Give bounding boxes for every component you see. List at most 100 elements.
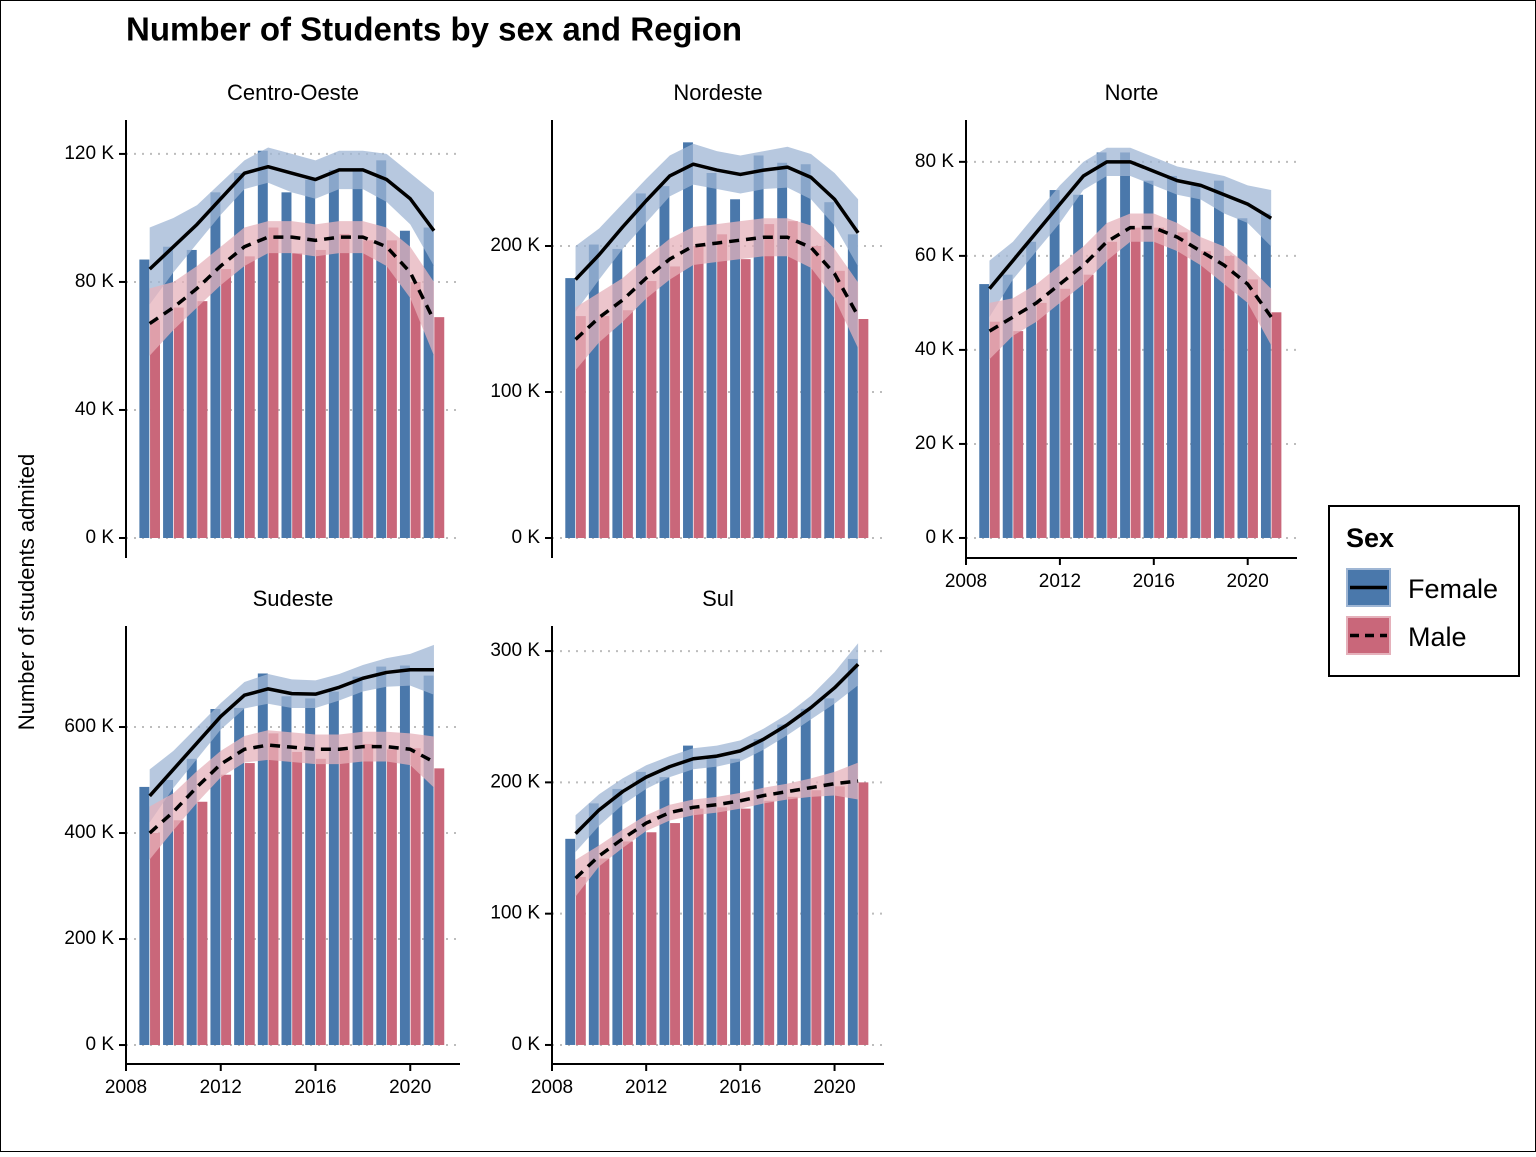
bar — [777, 162, 788, 538]
bar — [824, 202, 835, 538]
bar — [764, 224, 775, 538]
panel: Norte 0 K 20 K 40 K 60 K 80 K 2008 2012 2016 2020 — [915, 80, 1297, 592]
bar — [575, 876, 586, 1045]
panel: Nordeste 0 K 100 K 200 K — [490, 80, 884, 558]
bar — [186, 249, 197, 538]
y-tick-label: 0 K — [511, 527, 540, 548]
smooth-line — [574, 162, 860, 281]
bar — [315, 249, 326, 538]
bar — [376, 666, 387, 1046]
bar — [635, 771, 646, 1045]
confidence-ribbon — [575, 762, 859, 897]
bar — [173, 820, 184, 1046]
bar — [599, 316, 610, 538]
bar — [706, 757, 717, 1045]
bar — [847, 234, 858, 538]
bar — [599, 858, 610, 1045]
bar — [646, 832, 657, 1045]
bar — [173, 307, 184, 538]
bar — [221, 774, 232, 1046]
y-tick-label: 0 K — [511, 1034, 540, 1055]
x-tick-label: 2016 — [719, 1077, 761, 1098]
bar — [305, 698, 316, 1046]
bar — [588, 803, 599, 1045]
facet-title: Sul — [702, 586, 734, 611]
bar — [210, 708, 221, 1046]
confidence-ribbon — [989, 147, 1272, 317]
bar — [612, 788, 623, 1045]
bar — [292, 253, 303, 538]
bar — [575, 316, 586, 538]
smooth-line — [574, 235, 860, 341]
bar — [257, 150, 268, 538]
bar — [1248, 279, 1258, 538]
y-tick-label: 400 K — [64, 822, 114, 843]
bar — [787, 221, 798, 538]
bar — [1096, 152, 1107, 538]
confidence-ribbon — [149, 644, 434, 823]
confidence-ribbon — [575, 143, 859, 312]
bar — [1237, 218, 1248, 538]
y-tick-label: 100 K — [490, 903, 540, 924]
bar — [800, 708, 811, 1045]
bar — [1190, 185, 1201, 538]
bar — [565, 838, 576, 1045]
bar — [234, 707, 245, 1046]
bar — [434, 317, 445, 538]
facet-title: Sudeste — [253, 586, 334, 611]
bar — [753, 155, 764, 538]
x-tick-label: 2020 — [1227, 571, 1269, 592]
x-tick-label: 2020 — [813, 1077, 855, 1098]
bar — [847, 658, 858, 1045]
bar — [612, 248, 623, 538]
y-tick-label: 80 K — [915, 151, 954, 172]
confidence-ribbon — [149, 147, 434, 305]
legend: Sex Female Male — [1328, 505, 1520, 677]
x-tick-label: 2008 — [105, 1077, 147, 1098]
bar — [386, 749, 397, 1046]
bar — [1167, 175, 1177, 538]
bar — [339, 233, 350, 538]
bar — [588, 244, 599, 538]
bar — [1154, 227, 1165, 538]
bar — [244, 763, 255, 1046]
y-tick-label: 0 K — [925, 527, 954, 548]
y-tick-label: 0 K — [85, 1034, 114, 1055]
bar — [1120, 152, 1130, 538]
bar — [622, 841, 633, 1045]
panel: Centro-Oeste 0 K 40 K 80 K 120 K — [64, 80, 460, 558]
bar — [315, 758, 326, 1046]
bar — [221, 269, 232, 538]
confidence-ribbon — [575, 218, 859, 371]
bar — [399, 230, 410, 538]
y-tick-label: 60 K — [915, 245, 954, 266]
bar — [197, 801, 208, 1046]
bar — [305, 179, 316, 538]
confidence-ribbon — [149, 221, 434, 356]
y-tick-label: 120 K — [64, 143, 114, 164]
bar — [787, 796, 798, 1045]
chart-title: Number of Students by sex and Region — [126, 11, 742, 48]
legend-label: Female — [1408, 574, 1498, 604]
bar — [339, 750, 350, 1046]
bar — [740, 808, 751, 1045]
bar — [1130, 227, 1141, 538]
bar — [423, 675, 434, 1046]
smooth-line — [148, 743, 435, 835]
bar — [764, 800, 775, 1045]
bar — [670, 266, 680, 538]
bar — [268, 733, 279, 1046]
bar — [410, 281, 421, 538]
x-tick-label: 2012 — [200, 1077, 242, 1098]
smooth-line — [148, 235, 436, 326]
bar — [244, 256, 255, 538]
bar — [858, 318, 869, 538]
bar — [646, 281, 657, 538]
bar — [800, 164, 811, 538]
bar — [281, 192, 292, 538]
x-tick-label: 2012 — [625, 1077, 667, 1098]
bar — [1177, 232, 1188, 538]
bar — [1083, 274, 1094, 538]
x-tick-label: 2012 — [1039, 571, 1081, 592]
